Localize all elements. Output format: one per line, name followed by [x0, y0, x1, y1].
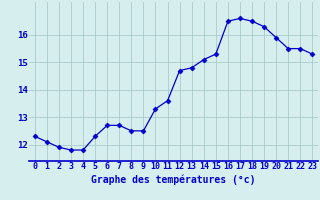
X-axis label: Graphe des températures (°c): Graphe des températures (°c) — [91, 174, 256, 185]
